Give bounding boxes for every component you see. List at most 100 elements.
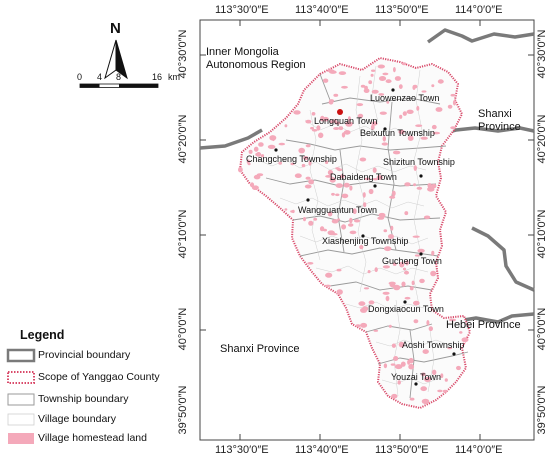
homestead-patch [401,281,406,287]
homestead-patch [329,177,336,183]
homestead-patch [290,162,295,166]
scale-tick-16: 16 [152,72,163,82]
homestead-patch [399,114,403,119]
homestead-patch [331,219,339,224]
town-label-gucheng: Gucheng Town [382,256,442,266]
homestead-patch [394,76,401,81]
homestead-patch [415,124,423,127]
homestead-patch [321,117,326,121]
lon-label-top-4: 114°0′0″E [455,4,503,16]
homestead-patch [363,202,367,208]
town-label-wangguantun: Wangguantun Town [298,205,378,215]
homestead-patch [353,219,361,223]
homestead-patch [301,163,306,168]
homestead-patch [364,177,371,181]
homestead-patch [327,169,333,176]
homestead-patch [405,260,409,266]
scale-bar [79,83,159,88]
legend-title: Legend [20,328,65,342]
homestead-patch [367,270,371,274]
homestead-patch [432,369,437,375]
homestead-patch [402,267,407,271]
homestead-patch [335,193,340,197]
homestead-patch [363,88,370,93]
homestead-patch [401,62,407,66]
north-arrow [104,39,128,80]
seat-dongxiaocun [403,300,407,304]
homestead-patch [378,76,387,81]
homestead-patch [388,281,396,285]
homestead-patch [303,156,309,160]
homestead-patch [406,109,414,115]
homestead-patch [340,174,345,179]
homestead-patch [325,175,333,178]
homestead-patch [450,93,456,97]
seat-xiashenjing [361,234,365,238]
homestead-patch [397,380,401,385]
homestead-patch [260,154,265,158]
frame-ticks [200,20,534,440]
homestead-patch [388,324,392,328]
legend-symbol-county [7,371,35,384]
homestead-patch [402,111,407,116]
homestead-patch [423,215,431,220]
homestead-patch [385,79,392,84]
homestead-patch [305,119,312,124]
homestead-patch [404,296,411,300]
homestead-patch [427,186,435,192]
homestead-patch [392,150,401,155]
homestead-patch [383,363,388,369]
homestead-patch [319,226,325,232]
seat-shizitun [419,174,423,178]
homestead-patch [324,284,331,287]
homestead-patch [437,389,443,393]
seat-dabaideng [373,184,377,188]
homestead-patch [416,106,420,111]
homestead-patch [290,210,295,213]
scale-tick-8: 8 [116,72,122,82]
homestead-patch [335,183,343,189]
lon-label-bottom-3: 113°50′0″E [375,444,429,456]
homestead-patch [336,268,342,272]
seat-beixutun [383,127,387,131]
lat-label-right-1: 40°30′0″N [536,29,548,79]
homestead-patch [404,182,411,187]
homestead-patch [379,111,387,115]
homestead-patch [343,182,350,188]
homestead-patch [428,326,433,332]
homestead-patch [391,190,396,197]
homestead-patch [390,363,396,366]
homestead-patch [327,230,335,236]
homestead-patch [358,301,366,306]
homestead-patch [450,126,456,130]
lon-label-top-2: 113°40′0″E [295,4,349,16]
homestead-patch [269,135,277,141]
homestead-patch [372,167,377,173]
homestead-patch [385,295,390,302]
homestead-patch [456,365,461,371]
homestead-patch [362,306,369,312]
homestead-patch [341,193,349,199]
homestead-patch [360,84,366,88]
homestead-patch [378,93,385,96]
homestead-patch [389,195,396,199]
homestead-patch [412,235,420,238]
legend-label-township: Township boundary [38,393,129,405]
homestead-patch [414,254,420,257]
lon-label-top-1: 113°30′0″E [215,4,269,16]
seat-wangguantun [306,198,310,202]
homestead-patch [304,184,312,189]
homestead-patch [349,217,353,224]
homestead-patch [349,185,353,191]
lon-label-bottom-1: 113°30′0″E [215,444,269,456]
scale-unit: km [168,72,180,82]
homestead-patch [337,218,341,221]
homestead-patch [449,318,456,322]
homestead-patch [379,215,386,219]
homestead-patch [440,373,444,379]
homestead-patch [334,121,341,125]
homestead-patch [325,160,329,164]
homestead-patch [341,132,346,138]
town-label-luowenzao: Luowenzao Town [370,93,440,103]
lon-label-bottom-2: 113°40′0″E [295,444,349,456]
